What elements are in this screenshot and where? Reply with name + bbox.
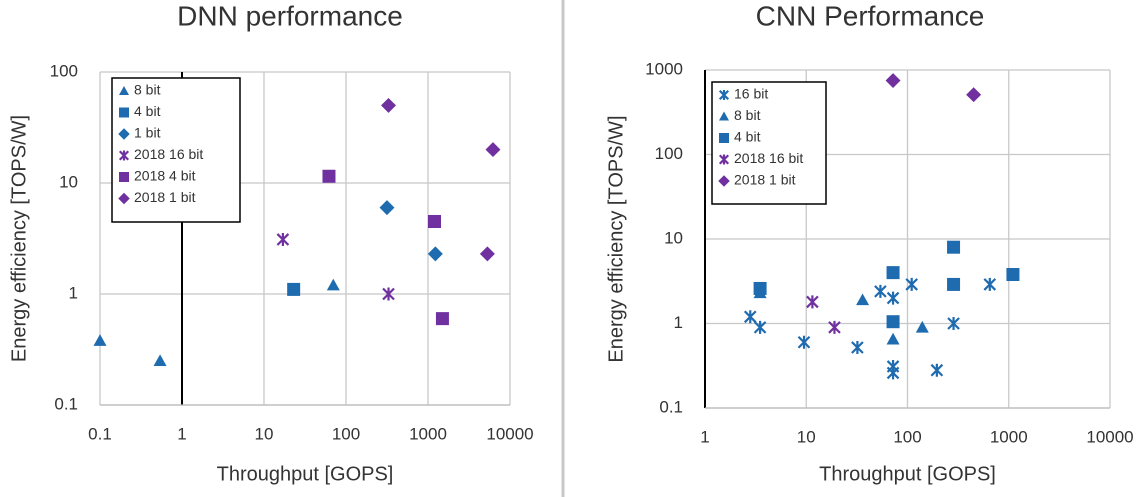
- marker-asterisk: [930, 363, 944, 377]
- marker-asterisk: [718, 154, 730, 165]
- marker-square: [947, 277, 961, 291]
- y-tick-label: 1: [674, 313, 683, 332]
- marker-square: [427, 214, 441, 228]
- marker-square: [886, 266, 900, 280]
- y-tick-label: 0.1: [54, 394, 78, 413]
- marker-triangle: [886, 332, 900, 345]
- legend-label: 2018 16 bit: [734, 150, 803, 166]
- x-tick-label: 1000: [990, 427, 1028, 446]
- legend-label: 2018 1 bit: [134, 189, 196, 205]
- marker-diamond: [118, 128, 130, 140]
- marker-triangle: [856, 293, 870, 306]
- x-tick-label: 10: [797, 427, 816, 446]
- y-tick-label: 1000: [645, 59, 683, 78]
- legend-label: 2018 16 bit: [134, 146, 203, 162]
- legend-box: [111, 77, 241, 223]
- y-tick-label: 10: [59, 172, 78, 191]
- marker-asterisk: [828, 320, 841, 334]
- marker-asterisk: [851, 340, 864, 354]
- legend-label: 8 bit: [734, 107, 761, 123]
- marker-square: [947, 240, 961, 254]
- y-tick-label: 0.1: [659, 397, 683, 416]
- marker-square: [435, 312, 449, 326]
- x-tick-label: 0.1: [88, 424, 112, 443]
- marker-asterisk: [886, 366, 900, 380]
- legend-label: 16 bit: [734, 86, 768, 102]
- marker-asterisk: [382, 287, 395, 301]
- marker-asterisk: [874, 284, 887, 298]
- y-axis-title: Energy efficiency [TOPS/W]: [8, 115, 30, 362]
- x-tick-label: 100: [332, 424, 360, 443]
- y-tick-label: 100: [50, 61, 78, 80]
- marker-asterisk: [276, 232, 290, 246]
- marker-diamond: [885, 73, 901, 89]
- y-tick-label: 100: [655, 144, 683, 163]
- marker-asterisk: [753, 320, 767, 334]
- marker-triangle: [326, 278, 340, 291]
- marker-asterisk: [905, 277, 918, 291]
- marker-asterisk: [983, 277, 997, 291]
- legend-label: 8 bit: [134, 82, 161, 98]
- legend-label: 1 bit: [134, 125, 161, 141]
- marker-diamond: [118, 192, 130, 205]
- marker-diamond: [718, 175, 730, 187]
- x-tick-label: 10: [255, 424, 274, 443]
- marker-asterisk: [886, 291, 900, 305]
- marker-asterisk: [797, 335, 811, 349]
- marker-asterisk: [743, 310, 757, 324]
- marker-diamond: [485, 142, 501, 158]
- x-axis-title: Throughput [GOPS]: [217, 463, 394, 485]
- marker-square: [719, 133, 729, 143]
- marker-diamond: [966, 87, 982, 103]
- legend-label: 4 bit: [134, 103, 161, 119]
- x-tick-label: 100: [893, 427, 921, 446]
- marker-square: [119, 172, 129, 182]
- marker-diamond: [381, 97, 396, 113]
- marker-square: [119, 107, 129, 118]
- marker-triangle: [719, 111, 729, 121]
- y-tick-label: 10: [664, 228, 683, 247]
- legend-box: [711, 81, 827, 205]
- marker-diamond: [379, 200, 395, 216]
- marker-asterisk: [718, 89, 730, 101]
- marker-square: [753, 281, 767, 295]
- marker-square: [322, 169, 336, 183]
- marker-diamond: [427, 246, 443, 262]
- legend-label: 2018 1 bit: [734, 172, 796, 188]
- legend-label: 2018 4 bit: [134, 168, 196, 184]
- marker-square: [1006, 268, 1020, 282]
- marker-asterisk: [947, 317, 960, 330]
- x-axis-title: Throughput [GOPS]: [819, 463, 996, 485]
- chart-title: DNN performance: [177, 0, 403, 31]
- marker-triangle: [153, 354, 167, 367]
- chart-title: CNN Performance: [756, 0, 985, 31]
- marker-square: [287, 282, 301, 296]
- marker-triangle: [119, 86, 129, 95]
- x-tick-label: 1000: [409, 424, 447, 443]
- legend-label: 4 bit: [734, 129, 761, 145]
- x-tick-label: 1: [700, 427, 709, 446]
- x-tick-label: 1: [177, 424, 186, 443]
- y-axis-title: Energy efficiency [TOPS/W]: [605, 115, 627, 362]
- x-tick-label: 10000: [486, 424, 533, 443]
- marker-diamond: [479, 246, 495, 262]
- marker-asterisk: [118, 150, 130, 161]
- marker-square: [886, 315, 900, 329]
- marker-triangle: [915, 320, 929, 333]
- marker-asterisk: [806, 295, 819, 309]
- marker-triangle: [93, 334, 107, 346]
- y-tick-label: 1: [69, 283, 78, 302]
- x-tick-label: 10000: [1086, 427, 1133, 446]
